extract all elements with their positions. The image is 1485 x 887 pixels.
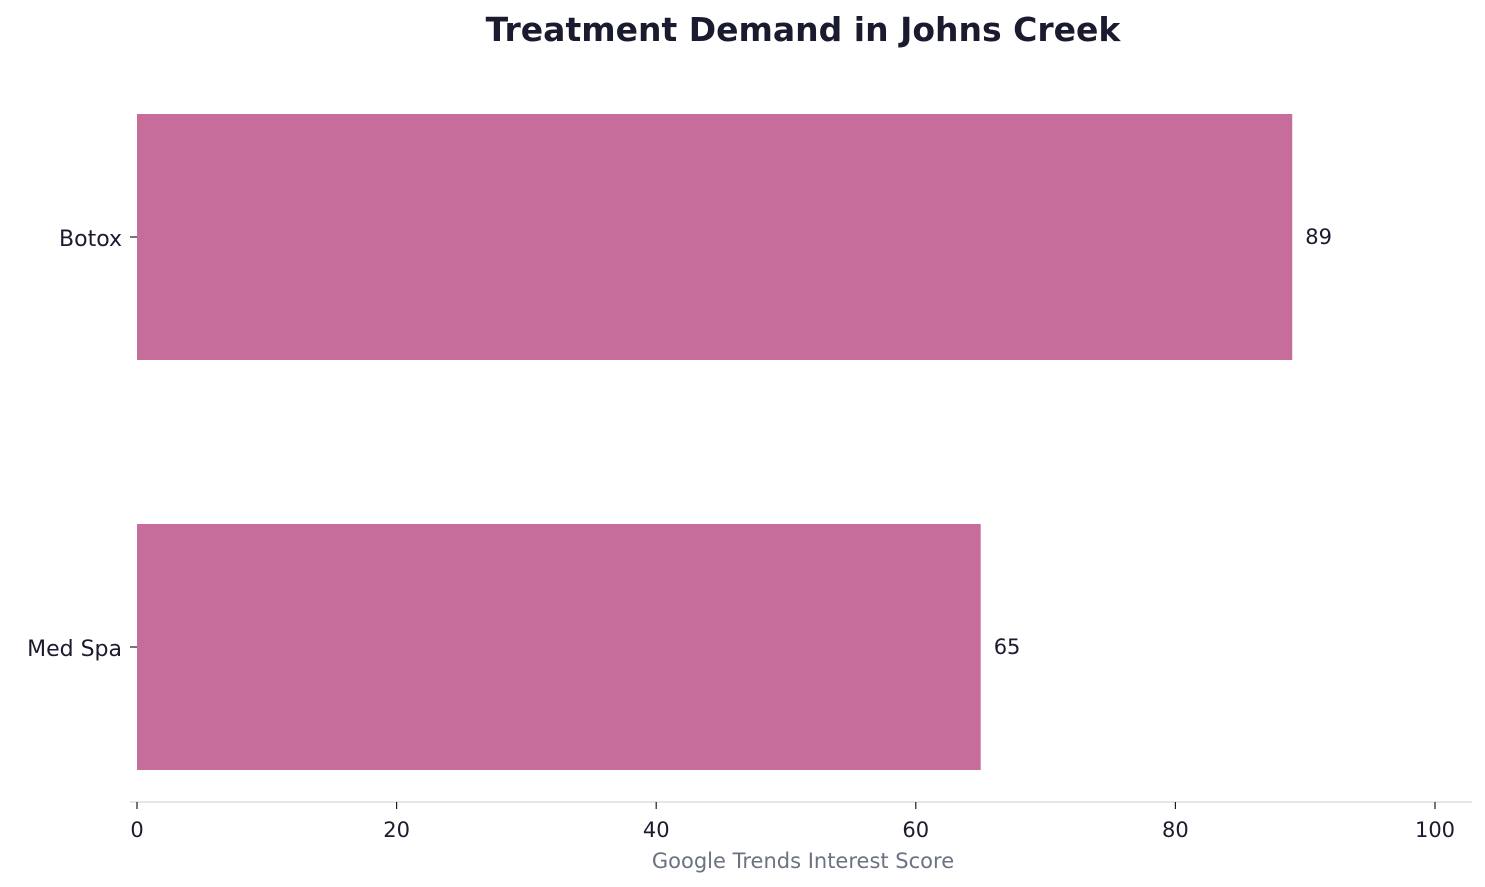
x-tick-label: 40 [643,818,670,842]
x-tick-label: 80 [1162,818,1189,842]
chart-title: Treatment Demand in Johns Creek [486,10,1122,49]
x-tick-label: 60 [902,818,929,842]
bar-botox [137,114,1293,360]
value-label: 89 [1305,225,1332,249]
bars-layer: 89 65 [137,114,1332,770]
x-tick-label: 20 [383,818,410,842]
y-axis: Botox Med Spa [27,227,137,662]
x-axis-title: Google Trends Interest Score [652,849,954,873]
bar-med-spa [137,524,981,770]
value-label: 65 [994,635,1021,659]
x-tick-label: 0 [130,818,143,842]
x-axis: 0 20 40 60 80 100 [130,801,1472,842]
x-tick-label: 100 [1415,818,1455,842]
y-tick-label: Botox [59,227,122,252]
y-tick-label: Med Spa [27,637,122,662]
